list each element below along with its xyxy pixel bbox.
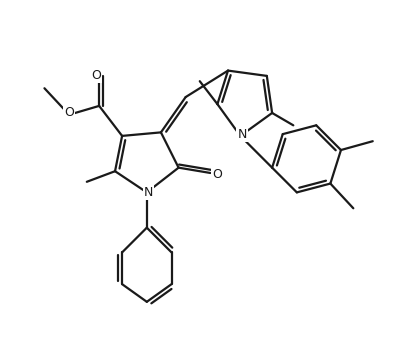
- Text: O: O: [64, 107, 74, 119]
- Text: N: N: [238, 128, 247, 140]
- Text: O: O: [212, 168, 222, 181]
- Text: O: O: [91, 70, 101, 82]
- Text: N: N: [144, 186, 153, 199]
